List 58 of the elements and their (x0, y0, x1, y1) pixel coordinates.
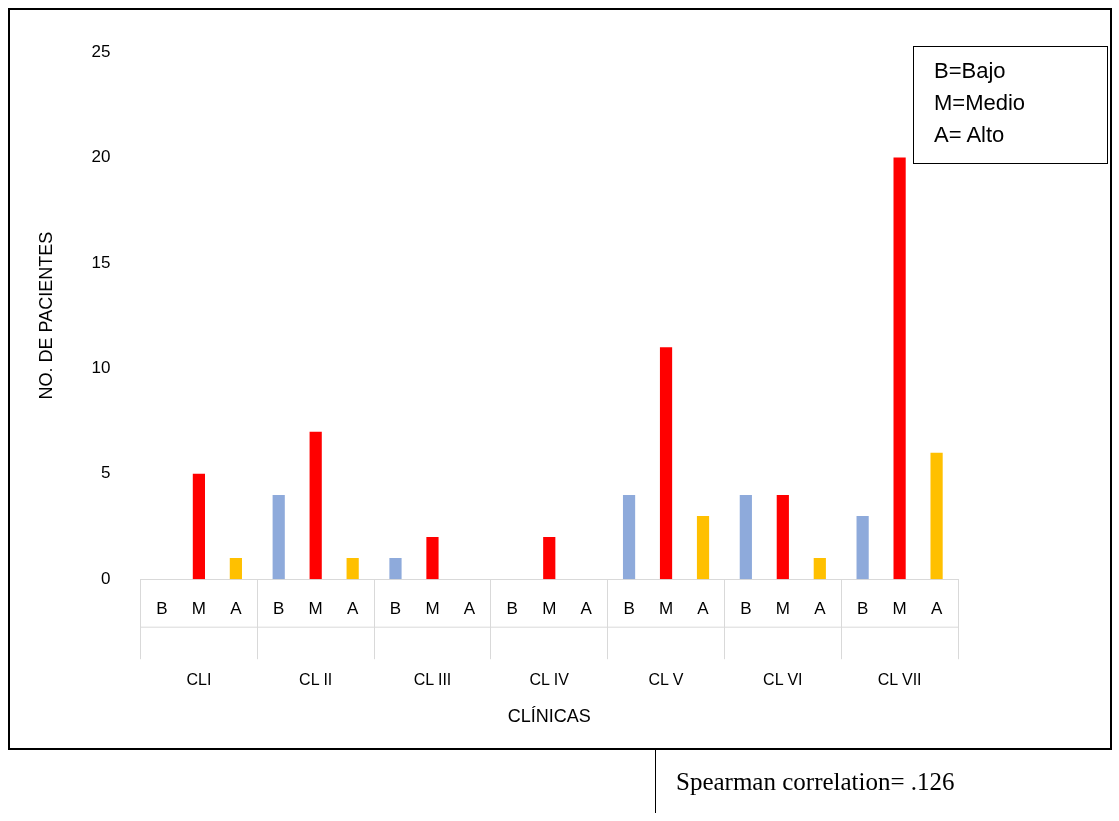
y-tick-label: 15 (91, 252, 111, 272)
bar (389, 558, 402, 580)
text: M (425, 598, 440, 618)
bar (739, 494, 752, 580)
bar (696, 515, 710, 580)
text: B (389, 598, 402, 618)
x-axis-title: CLÍNICAS (507, 706, 591, 727)
y-axis-title: NO. DE PACIENTES (35, 231, 56, 400)
series-label: B (273, 598, 285, 618)
bar (229, 558, 242, 580)
bar (272, 494, 285, 580)
text: B (156, 598, 168, 618)
text: M (658, 598, 674, 618)
text: M (191, 598, 206, 618)
bar (622, 494, 636, 580)
bar (192, 473, 205, 580)
y-tick-label: 10 (91, 358, 111, 378)
bar (309, 431, 322, 580)
text: A (463, 598, 476, 618)
x-tick-label: CL II (299, 671, 333, 689)
bar (346, 558, 359, 580)
bar (893, 157, 906, 580)
x-tick-label: CL VII (877, 671, 922, 689)
text: B (506, 598, 518, 618)
bar (659, 347, 673, 580)
text: B (623, 598, 635, 618)
text: A (930, 598, 943, 618)
x-tick-label: CLI (186, 671, 212, 689)
y-tick-label: 25 (91, 41, 111, 61)
text: B (856, 598, 869, 618)
bar (856, 515, 869, 580)
x-tick-label: CL IV (529, 671, 570, 689)
text: M (775, 598, 790, 618)
y-tick-label: 20 (91, 147, 111, 167)
bar (930, 452, 943, 580)
key-box: B=Bajo M=Medio A= Alto (913, 46, 1108, 164)
text: A (814, 598, 826, 618)
text: B (740, 598, 752, 618)
text: A (580, 598, 592, 618)
x-tick-label: CL V (648, 671, 684, 689)
annotation: M=Medio (934, 89, 1027, 117)
bar (543, 537, 556, 580)
annotation: A= Alto (934, 121, 1006, 149)
text: A (347, 598, 359, 618)
y-tick-label: 5 (101, 463, 111, 483)
text: Spearman correlation= .126 (655, 750, 1111, 813)
text: M (542, 598, 557, 618)
text: A (697, 598, 709, 618)
bar (776, 494, 789, 580)
series-label: M (308, 598, 323, 618)
text: M (892, 598, 907, 618)
annotation: B=Bajo (934, 57, 1007, 85)
bar (813, 558, 826, 580)
x-tick-label: CL VI (763, 671, 803, 689)
y-tick-label: 0 (101, 568, 111, 588)
bar (426, 537, 439, 580)
series-label: A (230, 598, 243, 618)
x-tick-label: CL III (413, 671, 452, 689)
